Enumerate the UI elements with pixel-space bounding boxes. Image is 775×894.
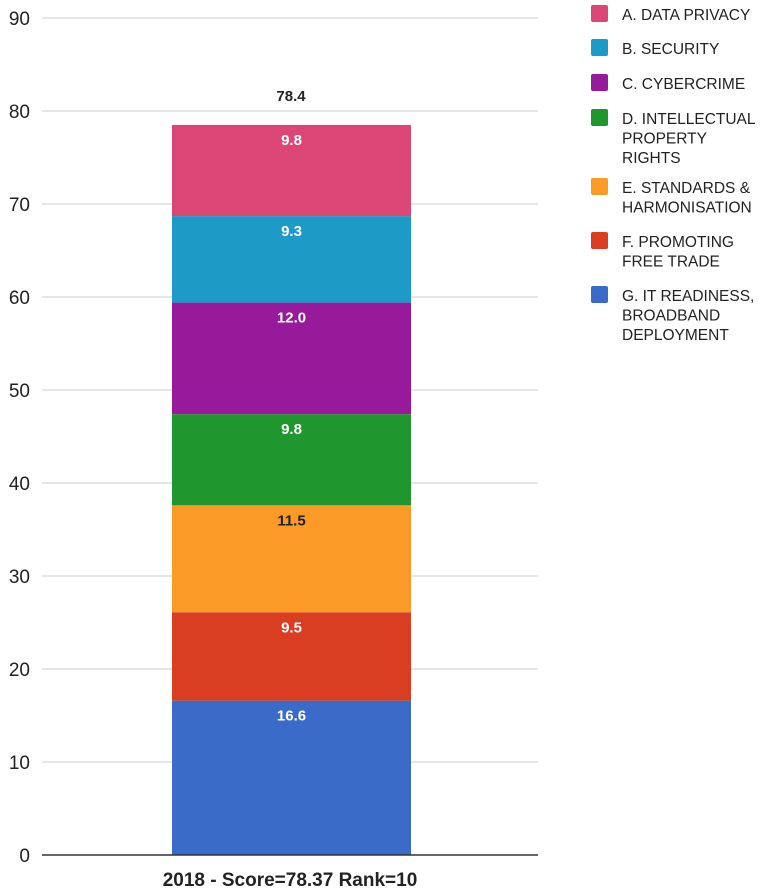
legend-label: A. DATA PRIVACY bbox=[622, 7, 750, 24]
bar-segment bbox=[172, 302, 411, 415]
legend-swatch bbox=[591, 109, 608, 126]
bar-segment-value-label: 16.6 bbox=[277, 708, 306, 725]
bar-segment-value-label: 9.3 bbox=[281, 223, 302, 240]
bar-segment bbox=[172, 612, 411, 701]
legend-label: HARMONISATION bbox=[622, 200, 752, 217]
y-tick-label: 20 bbox=[9, 660, 30, 681]
legend-swatch bbox=[591, 5, 608, 22]
bar-segment-value-label: 12.0 bbox=[277, 310, 306, 327]
legend-label: BROADBAND bbox=[622, 308, 720, 325]
bar-segment-value-label: 9.8 bbox=[281, 132, 302, 149]
legend-label: B. SECURITY bbox=[622, 41, 719, 58]
bar-segment-value-label: 9.8 bbox=[281, 421, 302, 438]
legend-swatch bbox=[591, 232, 608, 249]
legend-label: C. CYBERCRIME bbox=[622, 76, 745, 93]
legend-swatch bbox=[591, 178, 608, 195]
y-tick-label: 10 bbox=[9, 753, 30, 774]
legend-label: DEPLOYMENT bbox=[622, 327, 729, 344]
bar-total-label: 78.4 bbox=[276, 88, 306, 105]
y-tick-label: 70 bbox=[9, 195, 30, 216]
legend: A. DATA PRIVACY B. SECURITY C. CYBERCRIME D… bbox=[591, 5, 756, 344]
y-tick-label: 60 bbox=[9, 288, 30, 309]
bar-segment-value-label: 9.5 bbox=[281, 619, 302, 636]
y-axis-ticks: 0 10 20 30 40 50 60 70 80 90 bbox=[9, 9, 30, 867]
legend-swatch bbox=[591, 39, 608, 56]
legend-label: FREE TRADE bbox=[622, 254, 720, 271]
legend-swatch bbox=[591, 74, 608, 91]
legend-label: G. IT READINESS, bbox=[622, 288, 754, 305]
bar-segment bbox=[172, 124, 411, 217]
legend-swatch bbox=[591, 286, 608, 303]
x-category-label: 2018 - Score=78.37 Rank=10 bbox=[163, 870, 418, 891]
legend-label: F. PROMOTING bbox=[622, 234, 734, 251]
legend-label: PROPERTY bbox=[622, 131, 707, 148]
bar-segment bbox=[172, 414, 411, 506]
y-tick-label: 30 bbox=[9, 567, 30, 588]
legend-label: D. INTELLECTUAL bbox=[622, 111, 756, 128]
legend-label: E. STANDARDS & bbox=[622, 180, 751, 197]
bar-segment bbox=[172, 505, 411, 613]
y-tick-label: 0 bbox=[19, 846, 30, 867]
y-tick-label: 80 bbox=[9, 102, 30, 123]
legend-label: RIGHTS bbox=[622, 150, 681, 167]
bar-segment bbox=[172, 700, 411, 855]
bar-segment-value-label: 11.5 bbox=[277, 512, 305, 529]
y-tick-label: 40 bbox=[9, 474, 30, 495]
bar-segment bbox=[172, 216, 411, 303]
y-tick-label: 90 bbox=[9, 9, 30, 30]
bar-stack: 16.6 9.5 11.5 9.8 12.0 9.3 9.8 bbox=[172, 124, 411, 855]
y-tick-label: 50 bbox=[9, 381, 30, 402]
